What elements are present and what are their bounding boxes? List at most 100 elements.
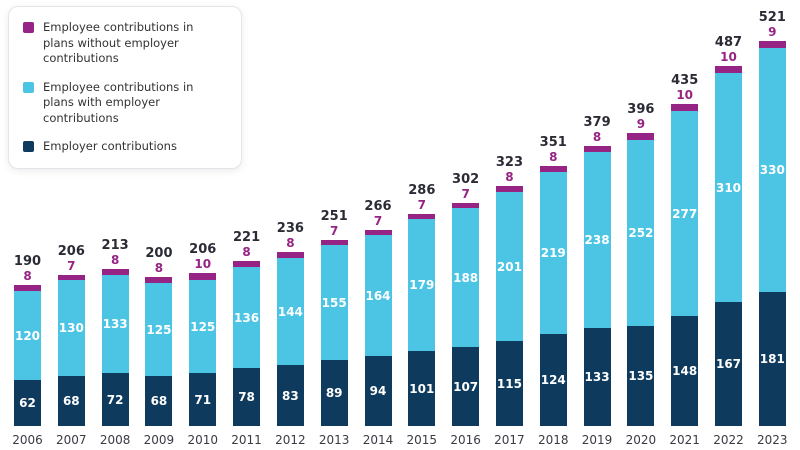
segment-without-employer [320,240,348,245]
stacked-bar: 125 71 [189,273,217,426]
legend-label: Employee contributions in plans with emp… [43,79,194,125]
legend: Employee contributions in plans without … [8,6,242,169]
segment-employer: 107 [452,347,480,426]
segment-employer: 101 [408,351,436,426]
stacked-bar: 310 167 [715,66,742,426]
segment-without-employer [583,146,611,152]
segment-without-employer [671,104,699,111]
segment-employer: 133 [583,328,611,426]
bar-total-label: 323 [495,154,523,170]
bar-group: 190 8 120 62 [6,253,49,426]
bar-value-without-employer: 7 [330,223,339,238]
bar-value-without-employer: 8 [154,260,164,275]
segment-employer: 68 [145,376,173,426]
stacked-bar: 277 148 [671,104,699,426]
bar-group: 236 8 144 83 [269,220,312,426]
x-axis-label: 2021 [669,433,700,447]
x-axis-label: 2017 [494,433,525,447]
stacked-bar: 179 101 [408,214,436,426]
stacked-bar: 188 107 [452,203,480,426]
segment-with-employer: 219 [539,172,567,334]
x-axis-label: 2011 [231,433,262,447]
bar-group: 251 7 155 89 [313,208,356,426]
segment-with-employer: 188 [452,208,480,347]
segment-with-employer: 136 [233,267,261,368]
bar-total-label: 521 [758,9,786,25]
bar-total-label: 435 [671,72,699,88]
stacked-bar: 120 62 [14,285,41,426]
legend-item-employer: Employer contributions [23,139,227,155]
legend-swatch-without-employer [23,22,34,33]
segment-with-employer: 179 [408,219,436,351]
bar-total-label: 221 [232,229,261,245]
bar-group: 379 8 238 133 [576,115,619,426]
segment-employer: 89 [320,360,348,426]
bar-total-label: 200 [145,245,173,261]
stacked-bar: 238 133 [583,146,611,426]
bar-total-label: 286 [408,182,436,198]
x-axis-label: 2010 [187,433,219,447]
segment-without-employer [364,230,392,235]
segment-without-employer [495,186,523,192]
x-axis-label: 2014 [362,433,394,447]
segment-employer: 124 [539,334,567,426]
bar-total-label: 251 [320,208,348,224]
segment-employer: 68 [57,376,85,426]
axis-row: 2006 2007 2008 2009 2010 2011 2012 2013 2014 2015… [6,433,794,447]
x-axis-label: 2009 [143,433,175,447]
bar-total-label: 396 [627,101,655,117]
bar-value-without-employer: 9 [768,24,777,39]
stacked-bar: 330 181 [758,41,786,426]
x-axis-label: 2015 [406,433,438,447]
x-axis-label: 2016 [450,433,481,447]
segment-with-employer: 120 [14,291,41,380]
segment-with-employer: 125 [189,280,217,373]
segment-employer: 78 [233,368,261,426]
bar-group: 206 7 130 68 [50,244,93,426]
bar-total-label: 190 [13,253,42,269]
segment-employer: 135 [627,326,655,426]
legend-swatch-employer [23,141,34,153]
stacked-bar: 144 83 [276,252,304,426]
bar-group: 206 10 125 71 [181,242,224,426]
segment-employer: 167 [715,302,742,426]
bar-value-without-employer: 8 [286,235,295,250]
x-axis-label: 2023 [757,433,788,447]
x-axis-label: 2018 [537,433,569,447]
segment-employer: 148 [671,316,699,426]
legend-label: Employee contributions in plans without … [43,20,194,66]
segment-with-employer: 164 [364,235,392,356]
bar-total-label: 351 [539,134,567,150]
bar-value-without-employer: 10 [194,256,212,271]
bar-value-without-employer: 7 [67,258,76,273]
bar-value-without-employer: 9 [636,116,646,131]
segment-with-employer: 130 [57,280,85,376]
bar-total-label: 236 [276,220,304,236]
bar-total-label: 266 [364,198,392,214]
segment-with-employer: 133 [101,275,129,373]
segment-without-employer [57,275,85,280]
bar-value-without-employer: 7 [461,186,470,201]
bar-total-label: 213 [101,237,129,253]
segment-without-employer [101,269,129,275]
segment-with-employer: 252 [627,140,655,326]
segment-without-employer [758,41,786,48]
segment-without-employer [233,261,261,267]
x-axis-label: 2022 [713,433,744,447]
bar-group: 302 7 188 107 [444,172,487,426]
legend-swatch-with-employer [23,81,34,93]
x-axis-label: 2006 [12,433,43,447]
bar-group: 200 8 125 68 [137,245,180,426]
stacked-bar: 164 94 [364,230,392,426]
segment-without-employer [715,66,742,73]
segment-employer: 115 [495,341,523,426]
bar-total-label: 487 [714,34,743,50]
bar-group: 213 8 133 72 [94,237,137,426]
segment-employer: 72 [101,373,129,426]
segment-with-employer: 144 [276,258,304,365]
x-axis-label: 2008 [99,433,131,447]
segment-employer: 181 [758,292,786,426]
bar-value-without-employer: 8 [23,268,32,283]
bar-group: 435 10 277 148 [663,72,706,426]
segment-without-employer [408,214,436,219]
